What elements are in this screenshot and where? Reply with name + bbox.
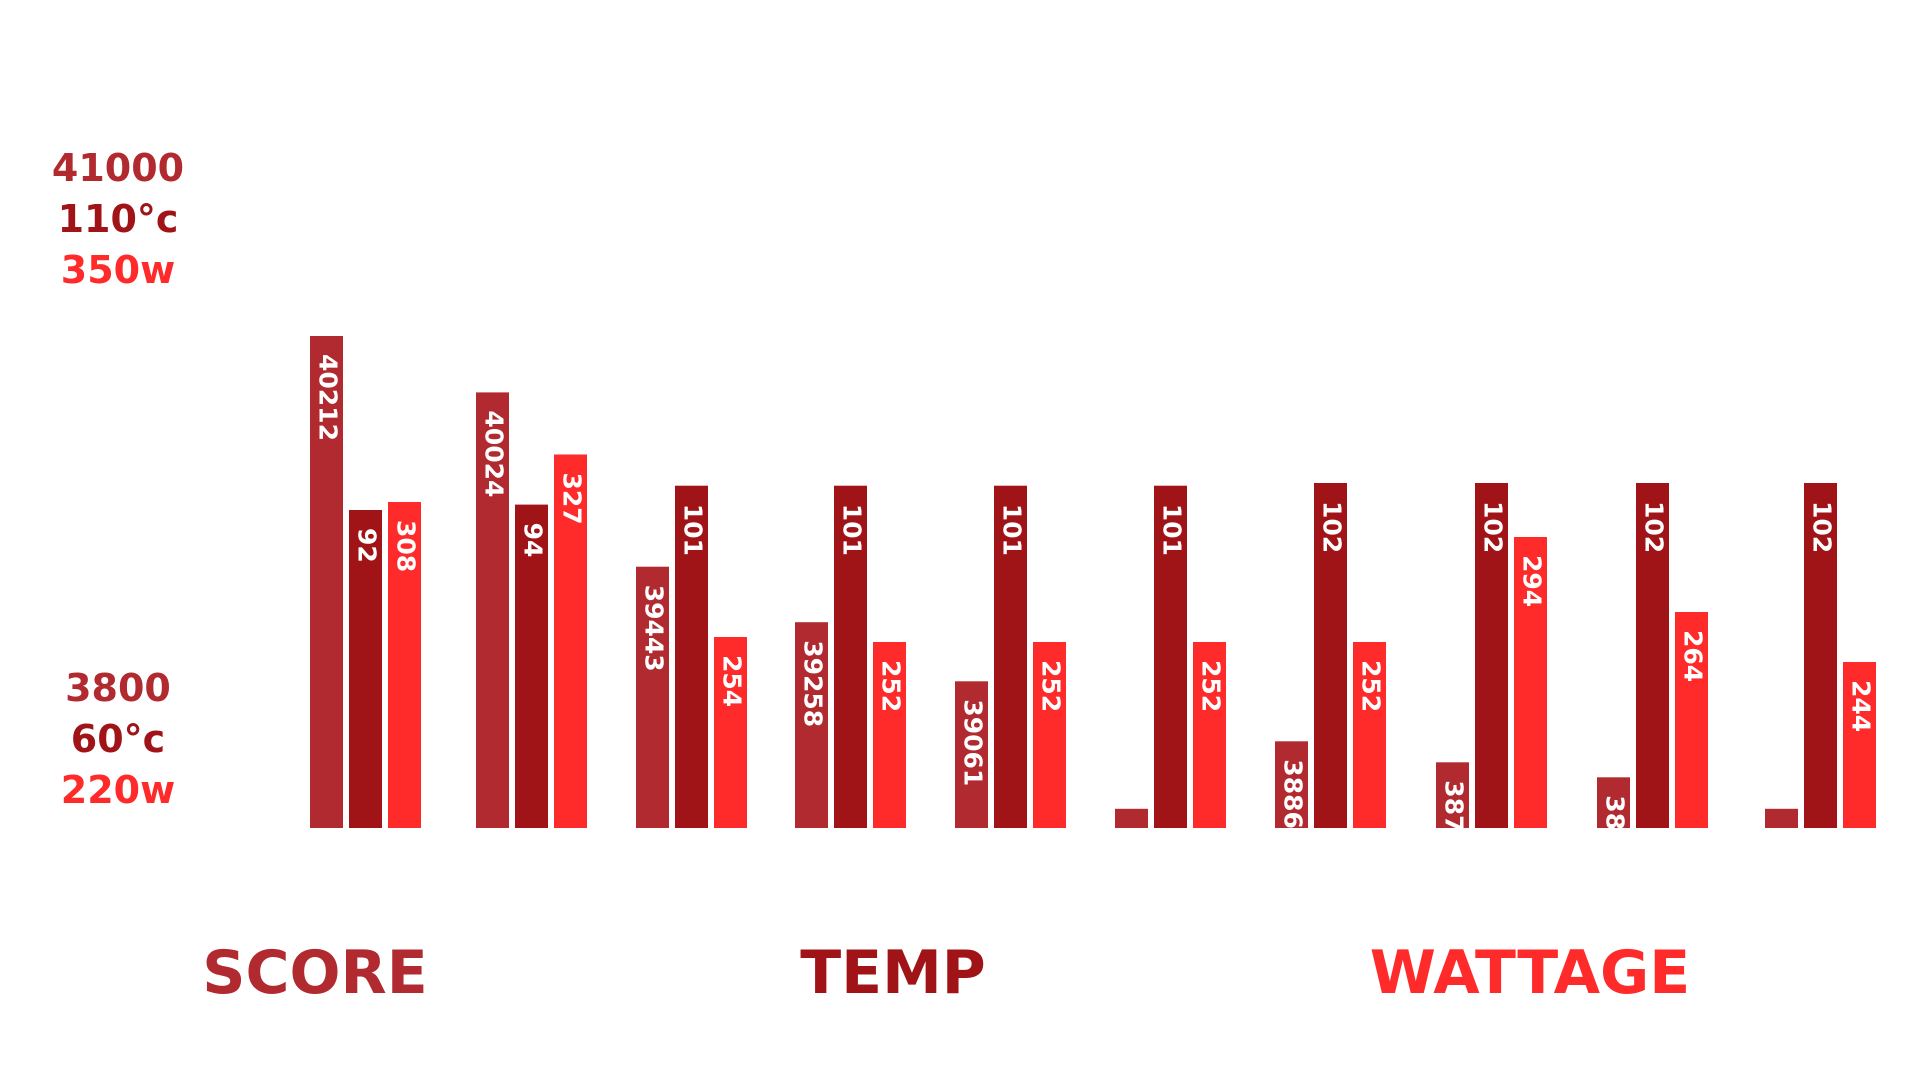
bar-wattage-10 xyxy=(1843,662,1876,828)
bar-label-score-10: 38636 xyxy=(1769,827,1798,914)
bar-label-wattage-10: 244 xyxy=(1847,680,1876,732)
bar-temp-1 xyxy=(349,510,382,828)
legend-score: SCORE xyxy=(202,938,427,1008)
y-min-wattage-label: 220w xyxy=(61,768,175,812)
bar-label-wattage-9: 264 xyxy=(1679,630,1708,682)
bar-temp-2 xyxy=(515,504,548,828)
y-max-wattage-label: 350w xyxy=(61,248,175,292)
bar-label-wattage-6: 252 xyxy=(1197,660,1226,712)
bar-label-temp-10: 102 xyxy=(1808,501,1837,553)
bar-label-wattage-7: 252 xyxy=(1357,660,1386,712)
bar-label-wattage-8: 294 xyxy=(1518,555,1547,607)
bar-temp-3 xyxy=(675,485,708,828)
bar-label-score-3: 39443 xyxy=(640,585,669,672)
bar-label-wattage-4: 252 xyxy=(877,660,906,712)
bar-wattage-6 xyxy=(1193,642,1226,828)
bar-label-wattage-1: 308 xyxy=(392,520,421,572)
bar-wattage-2 xyxy=(554,454,587,828)
legend-wattage: WATTAGE xyxy=(1370,938,1691,1008)
bar-label-temp-9: 102 xyxy=(1640,501,1669,553)
bar-label-score-1: 40212 xyxy=(314,354,343,441)
legend-temp: TEMP xyxy=(800,938,986,1008)
bar-score-7 xyxy=(1275,741,1308,828)
bar-wattage-4 xyxy=(873,642,906,828)
bar-label-score-9: 38741 xyxy=(1601,795,1630,882)
bar-wattage-3 xyxy=(714,637,747,828)
bar-score-6 xyxy=(1115,808,1148,828)
bar-temp-5 xyxy=(994,485,1027,828)
bar-score-4 xyxy=(795,622,828,828)
bar-wattage-5 xyxy=(1033,642,1066,828)
y-min-temp-label: 60°c xyxy=(71,717,165,761)
bar-wattage-1 xyxy=(388,502,421,828)
bar-label-score-4: 39258 xyxy=(799,640,828,727)
bar-score-3 xyxy=(636,566,669,828)
bar-label-temp-2: 94 xyxy=(519,523,548,558)
bar-score-2 xyxy=(476,392,509,828)
bar-label-wattage-2: 327 xyxy=(558,473,587,525)
bar-label-temp-8: 102 xyxy=(1479,501,1508,553)
bar-score-8 xyxy=(1436,762,1469,828)
bar-wattage-7 xyxy=(1353,642,1386,828)
bar-label-temp-6: 101 xyxy=(1158,504,1187,556)
bar-label-score-8: 38791 xyxy=(1440,780,1469,867)
bar-wattage-8 xyxy=(1514,537,1547,828)
y-max-score-label: 41000 xyxy=(52,146,184,190)
bar-score-10 xyxy=(1765,808,1798,828)
bar-label-temp-3: 101 xyxy=(679,504,708,556)
bar-label-temp-5: 101 xyxy=(998,504,1027,556)
y-min-score-label: 3800 xyxy=(65,666,171,710)
bar-label-score-5: 39061 xyxy=(959,699,988,786)
bar-score-9 xyxy=(1597,777,1630,828)
bar-wattage-9 xyxy=(1675,612,1708,828)
bar-score-5 xyxy=(955,681,988,828)
bar-label-score-6: 38636 xyxy=(1119,827,1148,914)
bar-label-wattage-5: 252 xyxy=(1037,660,1066,712)
bar-label-score-2: 40024 xyxy=(480,410,509,497)
bar-temp-8 xyxy=(1475,483,1508,828)
bar-temp-4 xyxy=(834,485,867,828)
bar-label-temp-7: 102 xyxy=(1318,501,1347,553)
bar-temp-10 xyxy=(1804,483,1837,828)
bar-label-wattage-3: 254 xyxy=(718,655,747,707)
bar-label-temp-4: 101 xyxy=(838,504,867,556)
bar-temp-9 xyxy=(1636,483,1669,828)
bar-label-temp-1: 92 xyxy=(353,528,382,563)
y-max-temp-label: 110°c xyxy=(58,197,179,241)
bar-score-1 xyxy=(310,336,343,828)
bar-temp-6 xyxy=(1154,485,1187,828)
bars-group: 40212 40024 39443 39258 39061 38636 38861 38791… xyxy=(310,336,1876,914)
bar-temp-7 xyxy=(1314,483,1347,828)
bar-label-score-7: 38861 xyxy=(1279,759,1308,846)
